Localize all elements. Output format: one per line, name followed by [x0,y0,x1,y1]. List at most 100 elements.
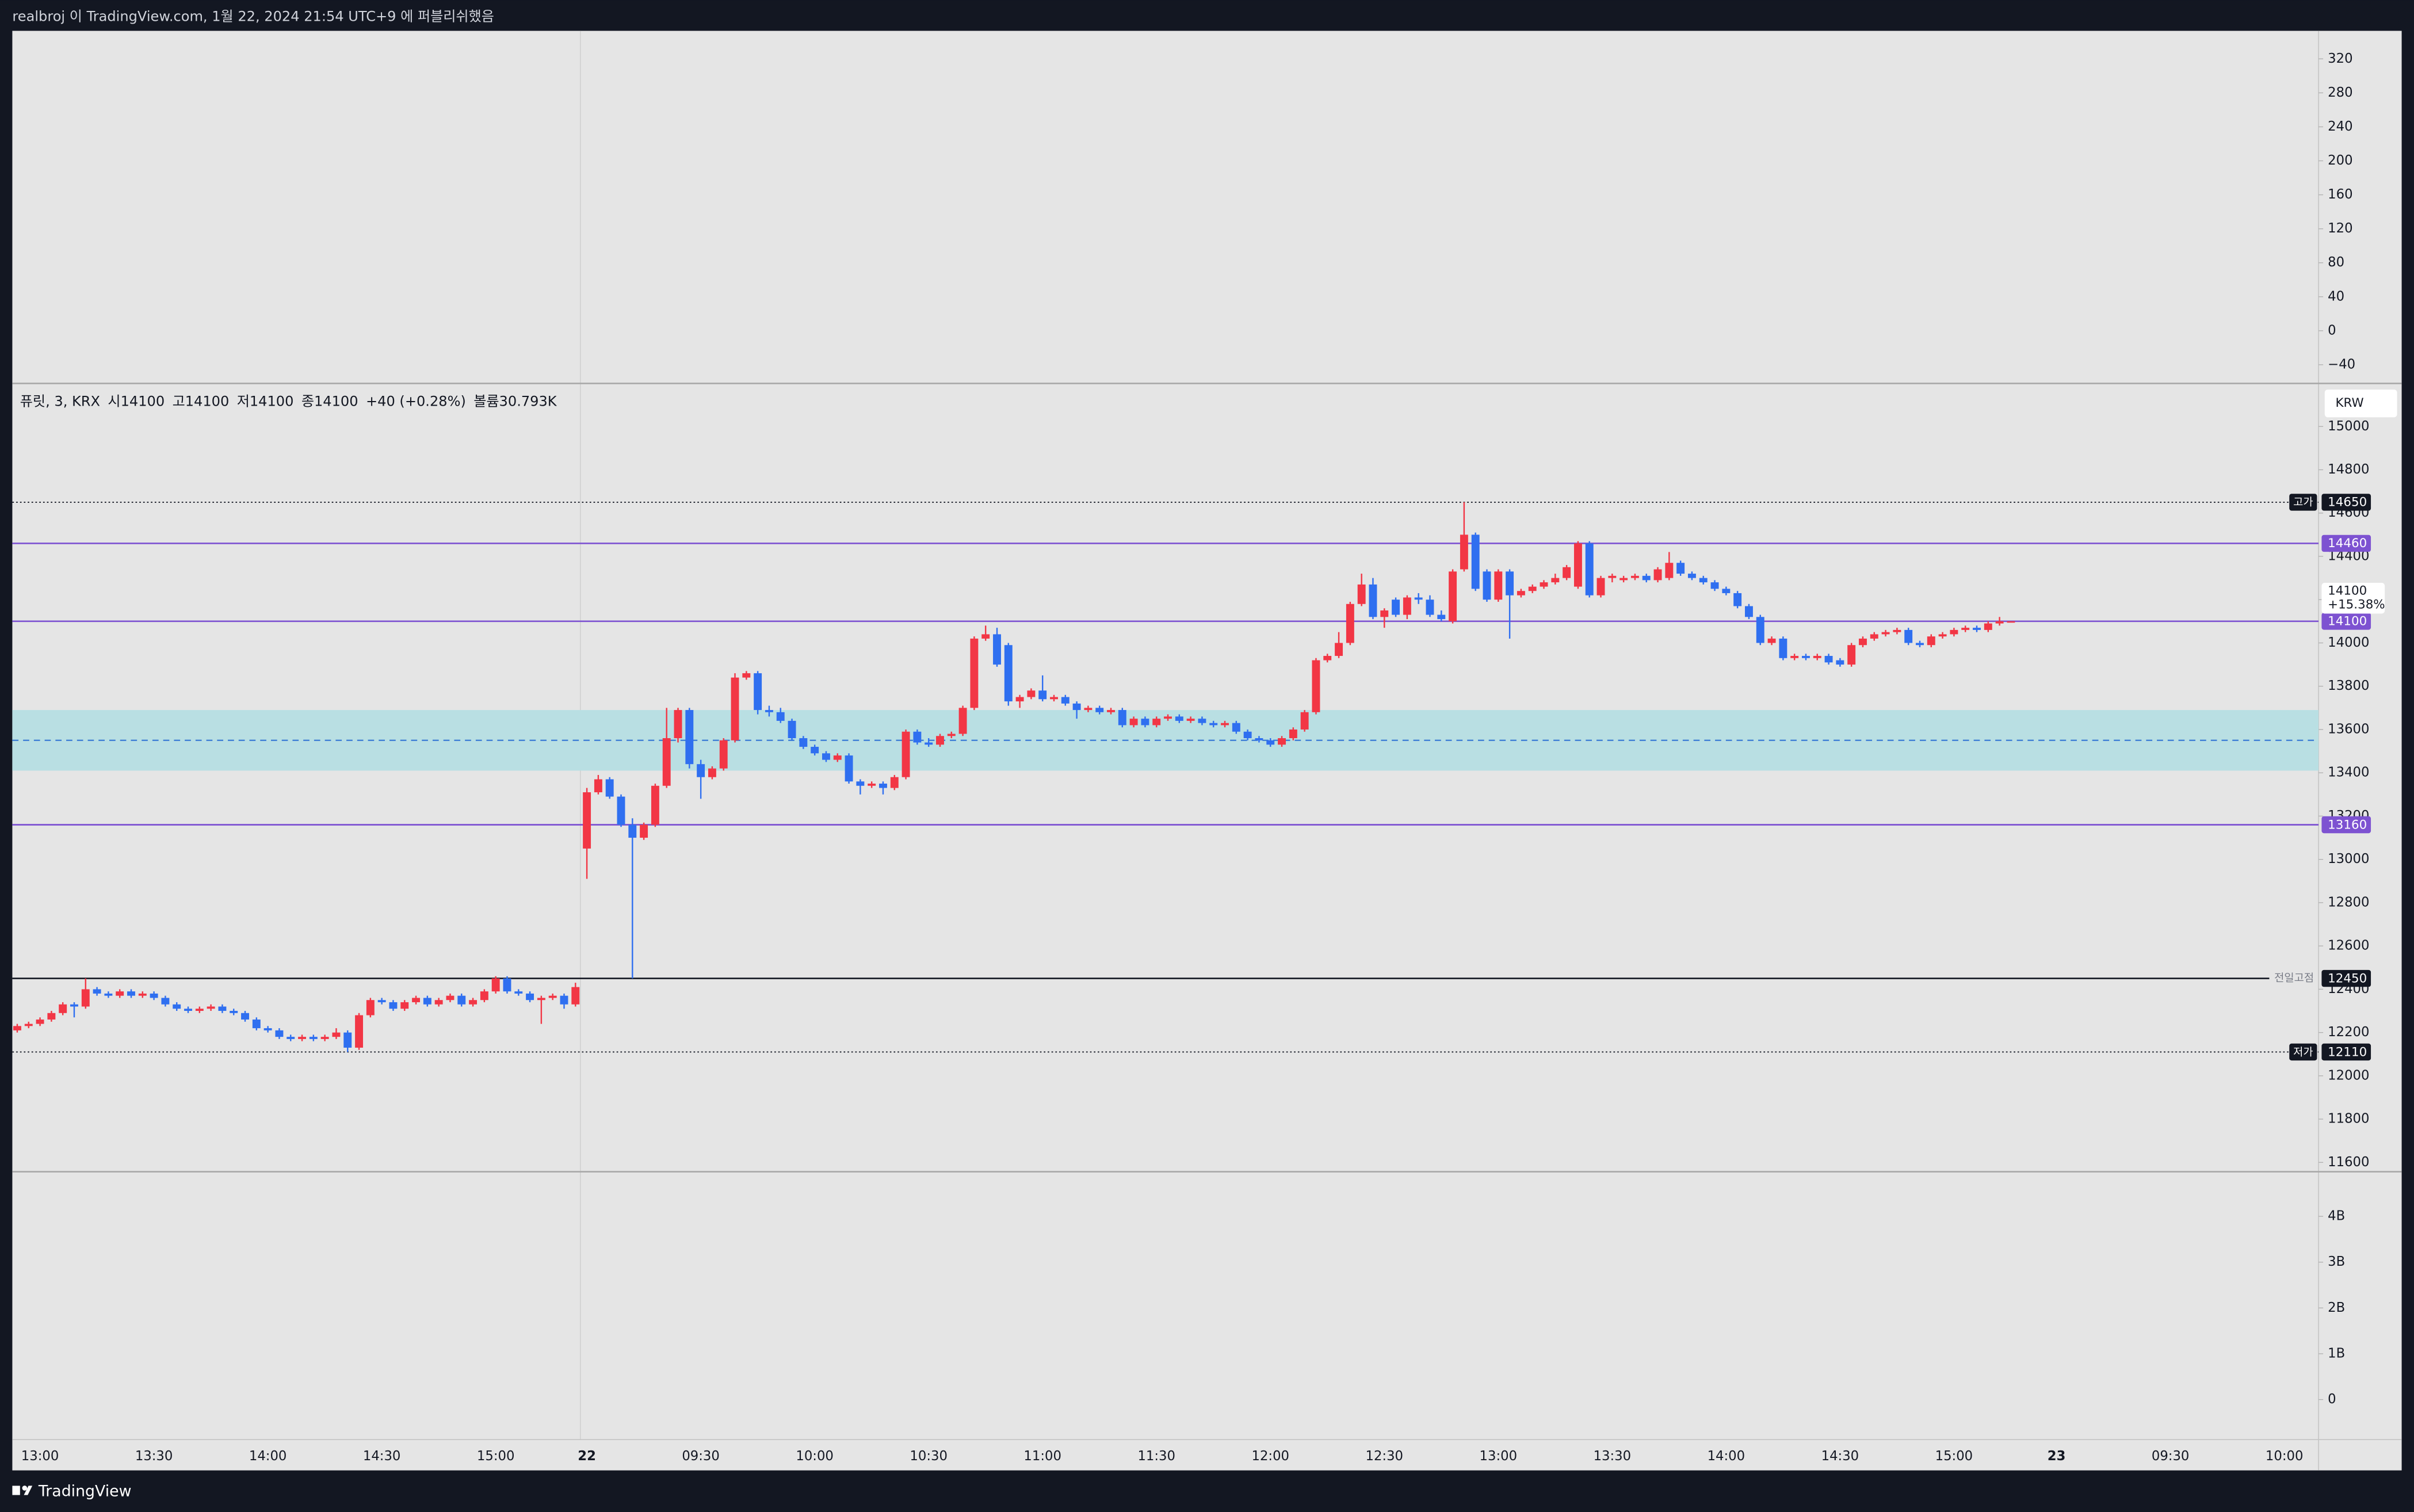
x-tick-label: 11:30 [1137,1449,1175,1464]
candle-body [184,1009,192,1011]
level-tag: 고가 [2293,497,2313,509]
candle-body [309,1037,318,1039]
candle-body [1733,593,1742,606]
candle-body [1380,610,1389,617]
candle-body [252,1020,261,1029]
legend-item: 저14100 [237,394,294,410]
candle-body [1426,600,1434,615]
candle-body [936,736,944,745]
candle-body [389,1002,398,1009]
brand: TradingView [38,1483,132,1500]
candle-body [1038,690,1047,700]
candle-body [1072,703,1081,711]
x-tick-label: 11:00 [1023,1449,1061,1464]
candle-body [640,824,648,838]
candle-body [1255,738,1263,740]
candle-body [1563,567,1571,578]
y-tick-label: 0 [2328,1392,2336,1407]
candle-body [1745,606,1753,617]
candle-body [195,1009,204,1011]
candle-body [1779,638,1787,658]
y-tick-label: 240 [2328,119,2352,134]
candle-body [1460,534,1468,570]
legend-item: 종14100 [301,394,358,410]
candle-body [845,755,853,782]
x-tick-label: 22 [578,1449,596,1464]
level-price: 14650 [2328,495,2367,510]
candle-body [1312,660,1320,712]
candle-body [697,764,705,777]
candle-body [1893,629,1901,632]
candle-body [1551,578,1560,583]
candle-body [1961,628,1970,630]
candle-body [127,991,135,996]
candle-body [1061,697,1070,704]
x-tick-label: 14:30 [363,1449,401,1464]
candle-body [1050,697,1058,700]
candle-body [241,1013,249,1020]
y-tick-label: 160 [2328,187,2352,202]
candle-body [400,1002,409,1009]
y-tick-label: 14800 [2328,462,2369,477]
x-tick-label: 23 [2048,1449,2066,1464]
candle-body [491,978,500,992]
candle-body [1938,634,1947,637]
candle-body [958,708,967,734]
candle-body [480,991,488,1001]
currency-label: KRW [2336,396,2364,410]
level-badge [2321,534,2371,552]
candle-body [173,1004,181,1009]
candle-body [811,747,819,754]
candle-body [1323,656,1332,660]
y-tick-label: 80 [2328,255,2344,270]
candle-body [355,1015,364,1048]
candle-body [537,998,545,1001]
x-tick-label: 14:00 [1708,1449,1745,1464]
candle-body [1164,716,1172,719]
candle-body [1973,628,1981,630]
candle-body [1653,569,1662,581]
x-tick-label: 13:30 [135,1449,173,1464]
candle-body [902,731,910,777]
candle-body [1619,578,1628,581]
candle-body [1881,632,1890,635]
candle-body [1824,656,1833,663]
candle-body [230,1011,238,1013]
y-tick-label: 3B [2328,1254,2345,1269]
candle-body [320,1037,329,1039]
candle-body [1175,716,1183,721]
last-price-badge [2321,582,2385,614]
x-tick-label: 14:00 [249,1449,287,1464]
candle-body [1710,582,1719,589]
candle-body [1232,723,1240,732]
level-tag: 전일고점 [2274,972,2314,984]
y-tick-label: 14000 [2328,635,2369,650]
candle-body [207,1006,215,1009]
candle-body [1585,543,1594,595]
candle-body [788,720,796,738]
candle-body [890,777,899,788]
candle-body [947,734,956,736]
candle-body [708,768,716,777]
candle-body [1084,708,1093,711]
legend-item: 시14100 [108,394,165,410]
candle-body [1300,712,1309,730]
candle-body [1767,638,1776,643]
last-change: +15.38% [2328,598,2385,612]
x-tick-label: 15:00 [477,1449,515,1464]
x-tick-label: 12:00 [1251,1449,1289,1464]
legend-item: 고14100 [173,394,230,410]
candle-body [1699,578,1708,583]
candle-body [138,993,147,996]
candle-body [856,781,865,786]
candle-body [822,753,830,760]
candle-body [332,1032,341,1037]
y-tick-label: 120 [2328,221,2352,236]
plot: 32028024020016012080400−4015000148001460… [12,51,2397,1464]
candle-body [731,677,739,740]
level-price: 12450 [2328,971,2367,986]
level-price: 14460 [2328,536,2367,551]
candle-body [833,755,842,760]
